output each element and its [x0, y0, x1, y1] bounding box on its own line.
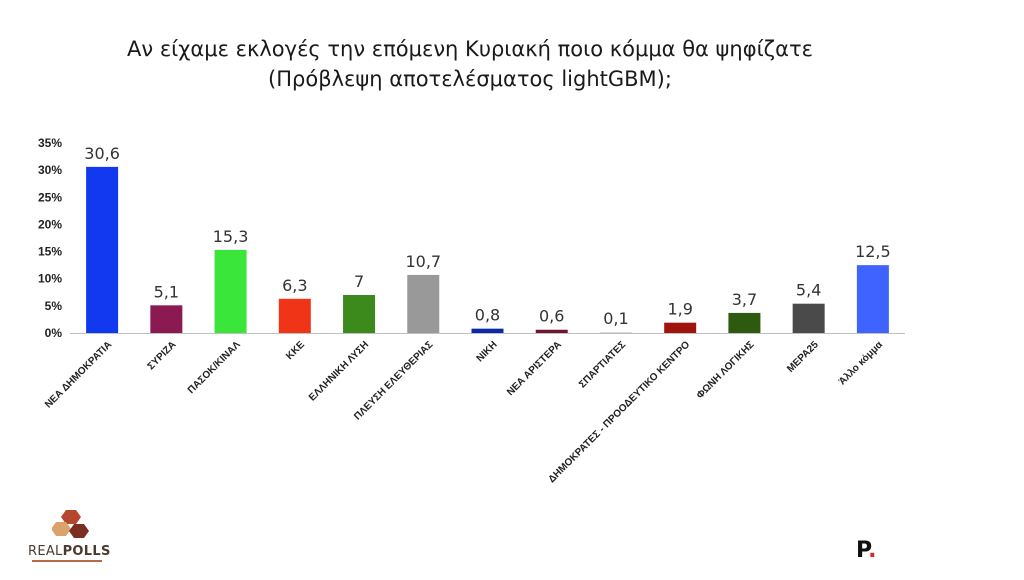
data-label: 0,8	[475, 306, 500, 325]
y-tick-label: 35%	[38, 136, 62, 150]
x-tick-label: ΝΕΑ ΑΡΙΣΤΕΡΑ	[505, 339, 564, 398]
bar	[856, 265, 889, 333]
realpolls-text-a: REAL	[28, 544, 63, 559]
data-label: 5,4	[796, 281, 821, 300]
x-tick-label: ΣΥΡΙΖΑ	[146, 339, 179, 372]
x-tick-label: ΠΑΣΟΚ/ΚΙΝΑΛ	[186, 339, 243, 396]
y-tick-label: 30%	[38, 163, 62, 177]
realpolls-logo: REALPOLLS	[28, 508, 118, 564]
chart-title: Αν είχαμε εκλογές την επόμενη Κυριακή πο…	[0, 34, 940, 94]
x-tick-label: ΜΕΡΑ25	[785, 339, 821, 375]
realpolls-logo-text: REALPOLLS	[28, 544, 111, 559]
realpolls-underline	[32, 560, 102, 562]
x-tick-label: ΕΛΛΗΝΙΚΗ ΛΥΣΗ	[307, 339, 371, 403]
bar	[150, 305, 183, 333]
x-tick-label: ΚΚΕ	[284, 339, 307, 362]
data-label: 5,1	[154, 282, 179, 301]
data-label: 15,3	[213, 227, 249, 246]
y-tick-label: 10%	[38, 272, 62, 286]
data-label: 0,6	[539, 307, 564, 326]
bar	[278, 298, 311, 333]
bar	[792, 303, 825, 333]
y-tick-label: 25%	[38, 190, 62, 204]
data-label: 12,5	[855, 242, 891, 261]
publisher-logo-dot: .	[868, 538, 877, 563]
data-label: 3,7	[732, 290, 757, 309]
chart-title-line1: Αν είχαμε εκλογές την επόμενη Κυριακή πο…	[127, 37, 813, 61]
realpolls-text-b: POLLS	[62, 544, 111, 559]
chart-title-line2: (Πρόβλεψη αποτελέσματος lightGBM);	[268, 67, 672, 91]
x-tick-label: ΣΠΑΡΤΙΑΤΕΣ	[577, 339, 628, 390]
y-tick-label: 20%	[38, 217, 62, 231]
publisher-logo: P.	[856, 538, 876, 563]
publisher-logo-letter: P	[856, 538, 869, 563]
bar	[728, 312, 761, 333]
bar	[343, 295, 376, 333]
bar	[86, 166, 119, 333]
bar	[214, 249, 247, 333]
bar	[599, 332, 632, 333]
y-tick-label: 0%	[45, 326, 63, 340]
x-tick-label: ΔΗΜΟΚΡΑΤΕΣ - ΠΡΟΟΔΕΥΤΙΚΟ ΚΕΝΤΡΟ	[546, 339, 692, 485]
realpolls-logo-mark	[52, 510, 89, 538]
bar	[535, 329, 568, 333]
data-label: 0,1	[603, 309, 628, 328]
y-tick-label: 5%	[45, 299, 63, 313]
bar	[407, 274, 440, 333]
data-label: 1,9	[667, 300, 692, 319]
x-tick-label: ΦΩΝΗ ΛΟΓΙΚΗΣ	[695, 339, 757, 401]
x-tick-label: ΝΙΚΗ	[475, 339, 500, 364]
data-label: 10,7	[405, 252, 441, 271]
data-label: 6,3	[282, 276, 307, 295]
x-tick-label: Άλλο κόμμα	[837, 339, 886, 388]
x-tick-label: ΝΕΑ ΔΗΜΟΚΡΑΤΙΑ	[43, 339, 114, 410]
y-tick-label: 15%	[38, 245, 62, 259]
data-label: 7	[354, 272, 364, 291]
data-label: 30,6	[84, 144, 120, 163]
bar	[664, 322, 697, 333]
bar	[471, 328, 504, 333]
